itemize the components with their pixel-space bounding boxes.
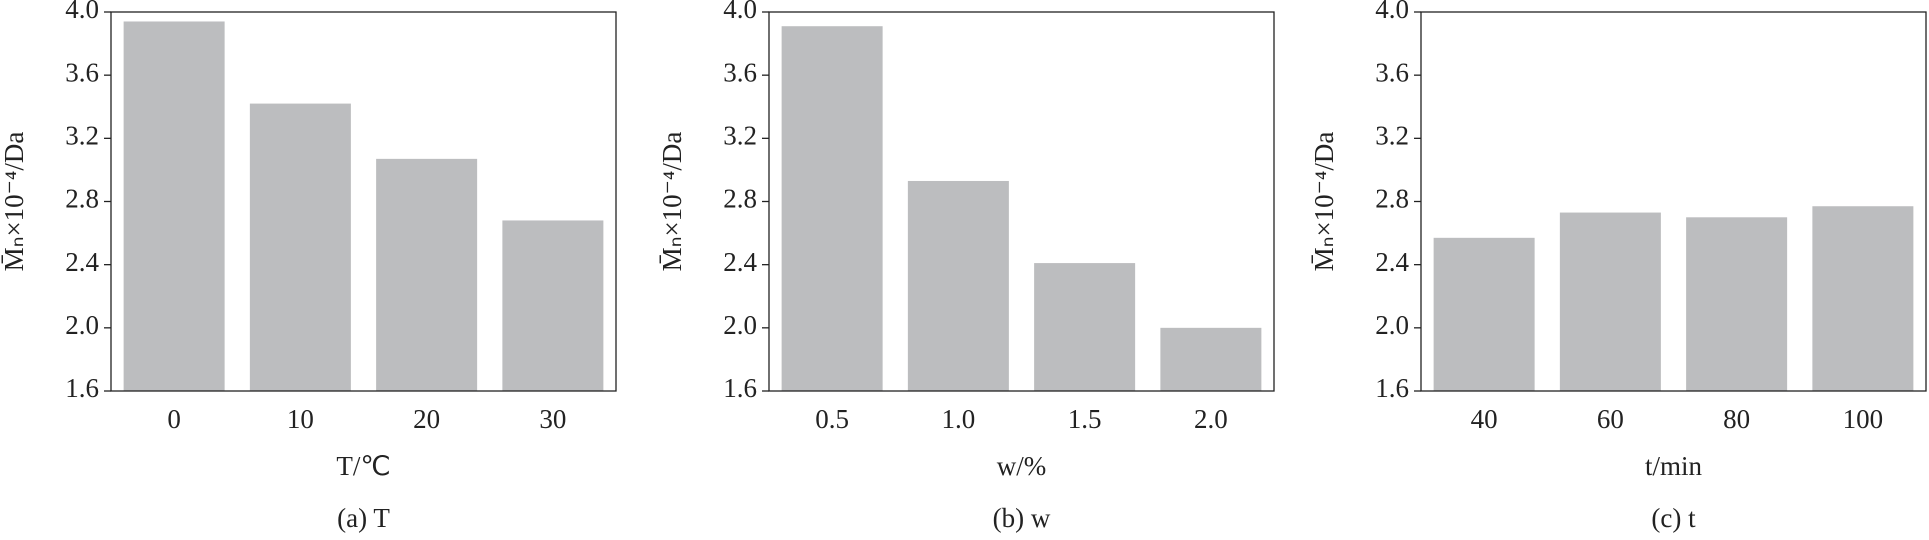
bar [1812, 206, 1914, 391]
bar [1160, 327, 1262, 391]
y-tick-label: 1.6 [65, 373, 99, 403]
y-tick-label: 2.0 [65, 310, 99, 340]
y-tick-label: 2.8 [65, 184, 99, 214]
x-tick-label: 1.0 [942, 404, 976, 434]
y-axis-label: M̄ₙ×10⁻⁴/Da [0, 132, 29, 272]
bar [376, 158, 478, 391]
y-tick-label: 2.4 [1375, 247, 1409, 277]
y-tick-label: 3.6 [65, 57, 99, 87]
x-tick-label: 0 [167, 404, 181, 434]
y-tick-label: 4.0 [1375, 0, 1409, 24]
y-tick-label: 1.6 [723, 373, 757, 403]
bar [123, 21, 225, 391]
y-axis-label: M̄ₙ×10⁻⁴/Da [1309, 132, 1339, 272]
y-tick-label: 2.4 [723, 247, 757, 277]
y-tick-label: 4.0 [65, 0, 99, 24]
y-tick-label: 2.0 [1375, 310, 1409, 340]
x-tick-label: 30 [539, 404, 566, 434]
y-tick-label: 3.2 [65, 121, 99, 151]
y-tick-label: 2.0 [723, 310, 757, 340]
bar [502, 220, 604, 391]
bar [1034, 263, 1136, 391]
y-axis-label: M̄ₙ×10⁻⁴/Da [657, 132, 687, 272]
x-axis-label: t/min [1645, 451, 1703, 481]
x-tick-label: 1.5 [1068, 404, 1102, 434]
y-tick-label: 4.0 [723, 0, 757, 24]
y-tick-label: 3.2 [723, 121, 757, 151]
y-tick-label: 3.6 [1375, 57, 1409, 87]
bar [907, 180, 1009, 391]
plot-frame [1420, 11, 1927, 392]
x-axis-label: w/% [997, 451, 1047, 481]
x-tick-label: 20 [413, 404, 440, 434]
y-tick-label: 3.2 [1375, 121, 1409, 151]
x-tick-label: 2.0 [1194, 404, 1228, 434]
y-tick-label: 3.6 [723, 57, 757, 87]
y-tick-label: 2.8 [1375, 184, 1409, 214]
caption: (c) t [1651, 503, 1696, 533]
y-tick-label: 2.4 [65, 247, 99, 277]
x-tick-label: 10 [287, 404, 314, 434]
x-tick-label: 0.5 [815, 404, 849, 434]
bar [1686, 217, 1788, 391]
x-axis-label: T/℃ [336, 451, 390, 481]
plot-frame [110, 11, 617, 392]
x-tick-label: 80 [1723, 404, 1750, 434]
plot-frame [768, 11, 1275, 392]
y-tick-label: 2.8 [723, 184, 757, 214]
bar [249, 103, 351, 391]
caption: (b) w [993, 503, 1051, 533]
bar [1433, 237, 1535, 391]
x-tick-label: 100 [1843, 404, 1884, 434]
caption: (a) T [337, 503, 390, 533]
bar [781, 26, 883, 392]
y-tick-label: 1.6 [1375, 373, 1409, 403]
bar [1559, 212, 1661, 391]
x-tick-label: 60 [1597, 404, 1624, 434]
x-tick-label: 40 [1471, 404, 1498, 434]
